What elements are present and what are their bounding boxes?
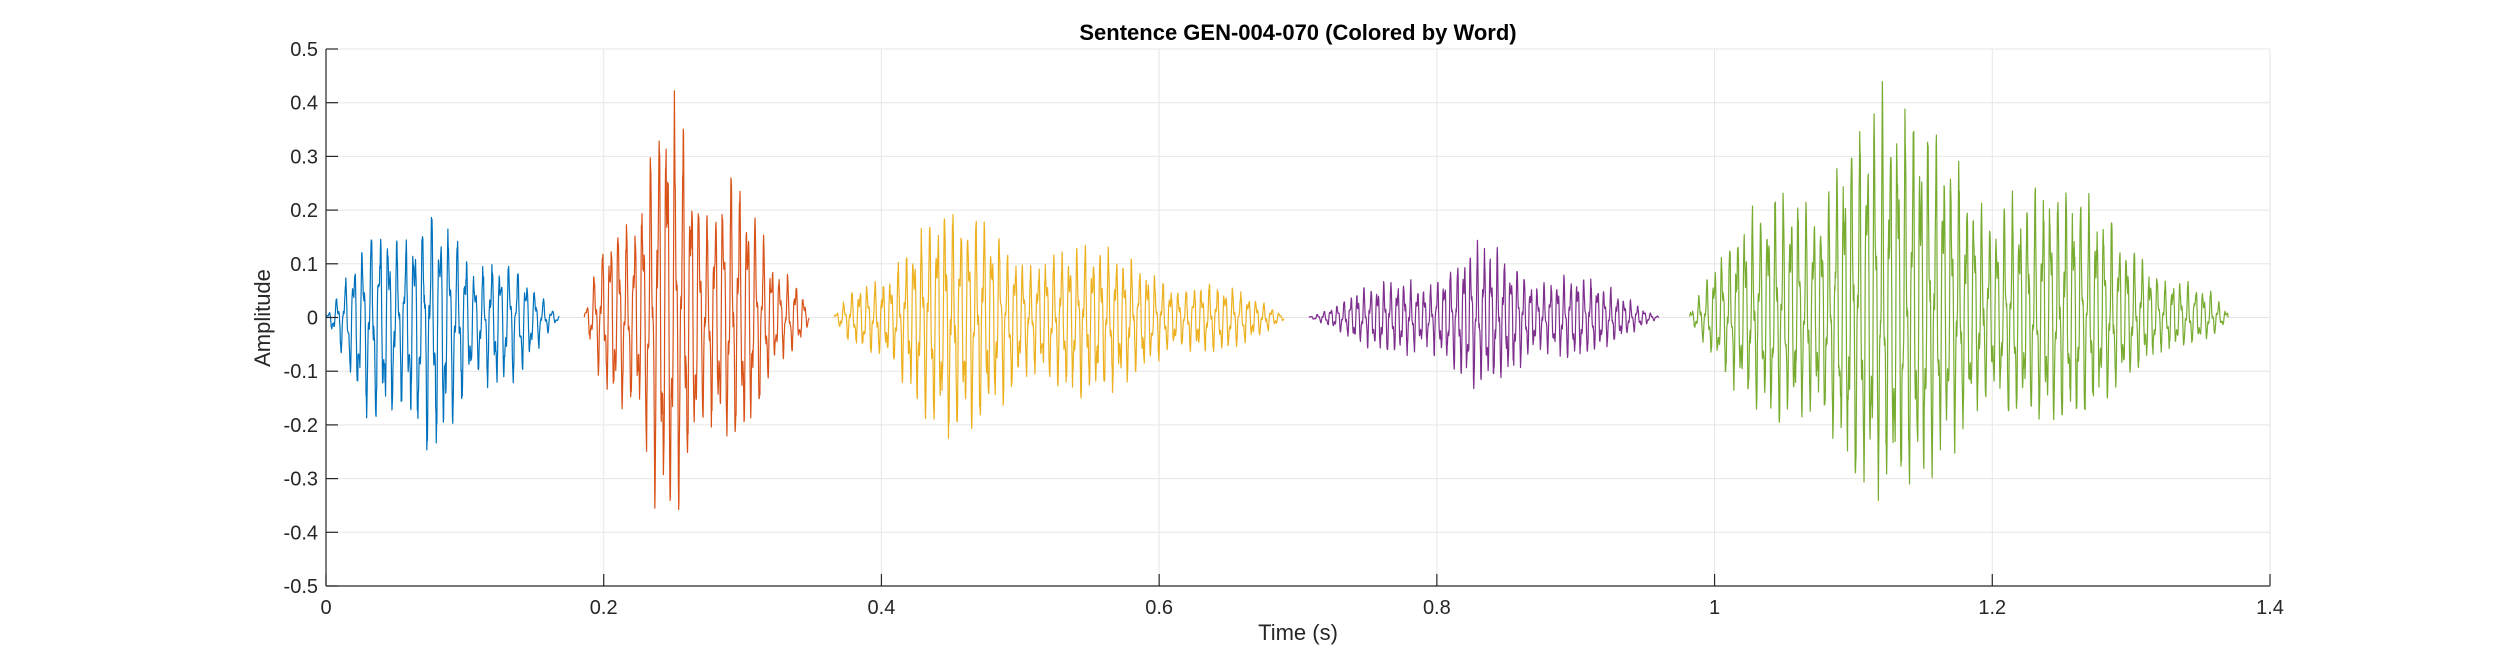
- y-tick-label: 0.5: [290, 39, 318, 61]
- waveform-line: [1308, 239, 1660, 390]
- x-tick-label: 0: [320, 597, 331, 619]
- y-tick-label: -0.2: [284, 415, 318, 437]
- y-tick-label: -0.1: [284, 361, 318, 383]
- x-tick-label: 0.4: [868, 597, 896, 619]
- axes: [325, 48, 2271, 587]
- word-waveform-3: [833, 213, 1285, 439]
- y-tick-label: 0.1: [290, 254, 318, 276]
- x-tick-label: 0.2: [590, 597, 618, 619]
- y-tick-label: 0: [307, 308, 318, 330]
- word-waveform-4: [1308, 239, 1660, 390]
- x-tick-label: 0.8: [1423, 597, 1451, 619]
- chart-title: Sentence GEN-004-070 (Colored by Word): [1079, 20, 1516, 45]
- x-tick-label: 1: [1709, 597, 1720, 619]
- x-tick-label: 0.6: [1145, 597, 1173, 619]
- x-tick-label: 1.4: [2256, 597, 2284, 619]
- x-axis-label: Time (s): [1258, 620, 1338, 645]
- y-tick-label: 0.4: [290, 93, 318, 115]
- tick-labels: 0 0.2 0.4 0.6 0.8 1 1.2 1.4 -0.5 -0.4 -0.3 -0.2 -0.1…: [284, 39, 2284, 619]
- y-tick-label: 0.2: [290, 200, 318, 222]
- word-waveform-1: [325, 216, 560, 451]
- series-layer: [325, 81, 2229, 510]
- x-tick-label: 1.2: [1978, 597, 2006, 619]
- y-tick-label: -0.5: [284, 576, 318, 598]
- waveform-line: [325, 216, 560, 451]
- waveform-line: [583, 90, 810, 510]
- y-axis-label: Amplitude: [250, 269, 275, 367]
- waveform-line: [1688, 81, 2229, 502]
- y-tick-label: 0.3: [290, 146, 318, 168]
- word-waveform-5: [1688, 81, 2229, 502]
- waveform-line: [833, 213, 1285, 439]
- word-waveform-2: [583, 90, 810, 510]
- y-tick-label: -0.3: [284, 469, 318, 491]
- y-tick-label: -0.4: [284, 522, 318, 544]
